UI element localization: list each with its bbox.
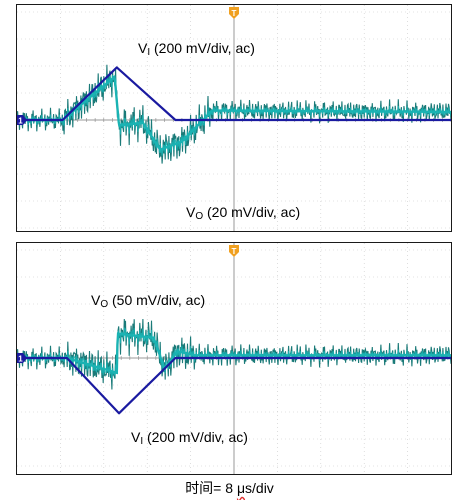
trigger-marker: T: [229, 7, 239, 19]
bottom-vo-label: VO (50 mV/div, ac): [91, 292, 206, 310]
ground-marker: 1: [17, 353, 27, 364]
bottom-vi-label: VI (200 mV/div, ac): [131, 429, 248, 447]
vo-noise-envelope: [17, 318, 451, 390]
bottom-scope-plot: T1: [17, 243, 451, 474]
ground-marker-shape: [17, 353, 27, 363]
vo-mean-line: [17, 332, 451, 375]
trigger-marker: T: [229, 245, 239, 257]
trigger-marker-shape: [229, 7, 239, 19]
trigger-marker-text: T: [232, 247, 237, 256]
trigger-marker-shape: [229, 245, 239, 257]
top-vi-label: VI (200 mV/div, ac): [138, 40, 255, 58]
x-axis-suffix: s/div: [245, 480, 274, 496]
vo-mean-line: [17, 74, 451, 152]
ground-marker-text: 1: [18, 355, 23, 364]
ground-marker-text: 1: [18, 117, 23, 126]
top-scope-plot: T1: [17, 5, 451, 231]
ground-marker-shape: [17, 115, 27, 125]
top-vo-label: VO (20 mV/div, ac): [186, 204, 301, 222]
vo-noise-envelope: [17, 64, 451, 164]
x-axis-mu: μ: [236, 480, 246, 496]
vi-trace: [17, 66, 451, 122]
x-axis-label: 时间= 8 μs/div: [0, 478, 459, 498]
x-axis-prefix: 时间= 8: [185, 480, 237, 496]
vi-trace: [17, 356, 451, 415]
ground-marker: 1: [17, 115, 27, 126]
trigger-marker-text: T: [232, 9, 237, 18]
